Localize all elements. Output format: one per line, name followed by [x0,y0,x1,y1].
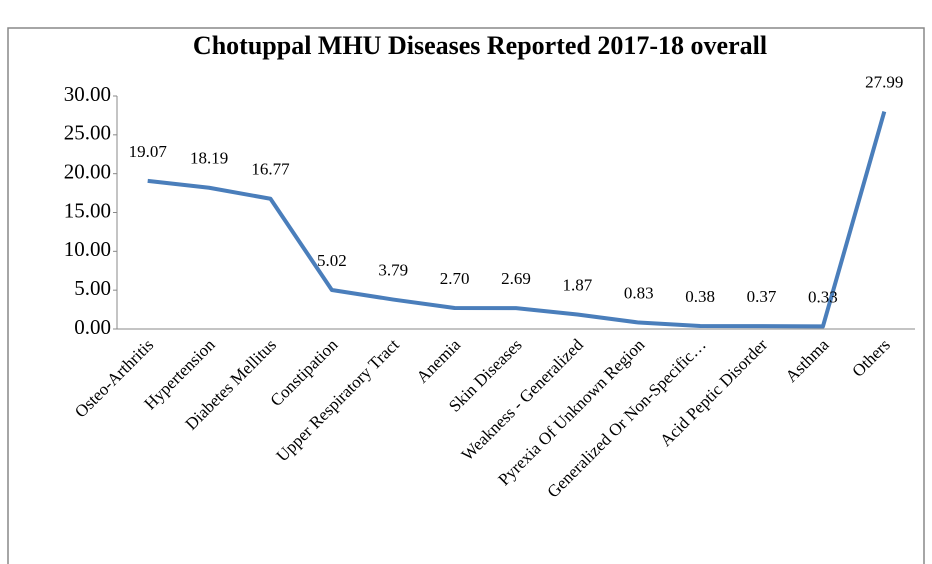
data-label: 0.33 [808,287,838,306]
y-tick-label: 15.00 [64,198,111,222]
x-tick-label: Anemia [413,335,465,387]
chart-border [7,27,925,564]
data-label: 16.77 [251,160,290,179]
y-tick-label: 10.00 [64,237,111,261]
data-label: 0.83 [624,283,654,302]
x-tick-label: Others [848,335,893,380]
x-tick-label: Asthma [782,335,833,386]
y-tick-label: 0.00 [74,315,111,339]
x-tick-label: Weakness - Generalized [458,335,588,465]
chart-title: Chotuppal MHU Diseases Reported 2017-18 … [193,31,767,60]
x-tick-label: Osteo-Arthritis [71,335,157,421]
data-label: 3.79 [378,260,408,279]
x-tick-label: Acid Peptic Disorder [656,335,771,450]
y-tick-label: 20.00 [64,159,111,183]
data-label: 0.38 [685,287,715,306]
y-tick-label: 25.00 [64,121,111,145]
data-label: 0.37 [747,287,777,306]
y-tick-label: 5.00 [74,276,111,300]
data-label: 1.87 [563,275,593,294]
data-label: 27.99 [865,73,903,92]
data-label: 18.19 [190,149,228,168]
line [147,111,887,329]
y-tick-label: 30.00 [64,82,111,106]
x-tick-label: Upper Respiratory Tract [273,335,403,465]
data-label: 2.70 [440,269,470,288]
data-label: 2.69 [501,269,531,288]
data-label: 19.07 [129,142,168,161]
data-label: 5.02 [317,251,347,270]
